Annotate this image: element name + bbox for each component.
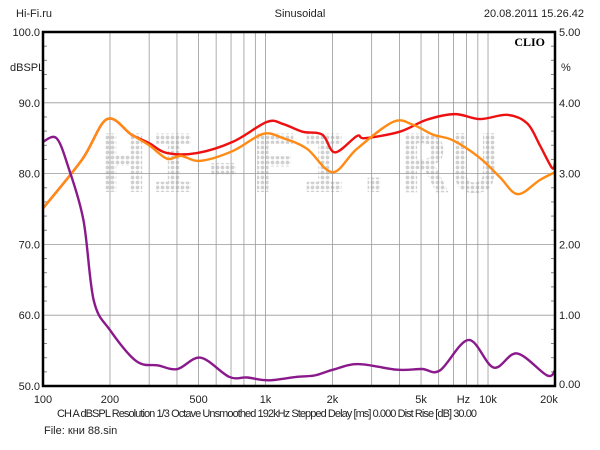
curves — [42, 112, 557, 382]
plot-frame — [41, 30, 557, 388]
clio-logo: CLIO — [514, 35, 545, 49]
x-axis-unit-label: Hz — [457, 394, 470, 406]
x-tick-label: 2k — [327, 394, 339, 406]
x-tick-label: 500 — [189, 394, 207, 406]
y-tick-label: 70.0 — [19, 239, 40, 251]
header-mode: Sinusoidal — [275, 8, 326, 20]
y-tick-label: 80.0 — [19, 169, 40, 181]
header-site: Hi-Fi.ru — [16, 8, 52, 20]
series-line-1 — [42, 112, 557, 210]
series-line-2 — [42, 117, 556, 210]
y-axis-label: dBSPL — [10, 62, 44, 74]
y-tick-label: 100.0 — [12, 27, 40, 39]
x-tick-label: 5k — [415, 394, 427, 406]
series-line-3 — [42, 135, 556, 382]
x-tick-label: 100 — [34, 394, 52, 406]
footer-info: CH A dBSPL Resolution 1/3 Octave Unsmoot… — [57, 408, 477, 420]
header-timestamp: 20.08.2011 15.26.42 — [484, 8, 584, 20]
x-tick-label: 10k — [479, 394, 497, 406]
grid — [43, 32, 555, 386]
y2-tick-label: 5.00 — [559, 27, 580, 39]
y2-tick-label: 0.00 — [559, 379, 580, 391]
x-tick-label: 20k — [540, 394, 558, 406]
y2-tick-label: 1.00 — [559, 310, 580, 322]
y-tick-label: 90.0 — [19, 98, 40, 110]
footer-file: File: кни 88.sin — [44, 425, 117, 437]
x-tick-label: 1k — [260, 394, 272, 406]
y2-tick-label: 2.00 — [559, 239, 580, 251]
y-tick-label: 60.0 — [19, 310, 40, 322]
y2-tick-label: 4.00 — [559, 98, 580, 110]
x-tick-label: 200 — [101, 394, 119, 406]
y-tick-label: 50.0 — [19, 381, 40, 393]
y2-tick-label: 3.00 — [559, 169, 580, 181]
axes: 100.0 90.0 80.0 70.0 60.0 50.0 5.00 4.00 3.00 2.0… — [12, 27, 580, 406]
y2-axis-label: % — [561, 62, 571, 74]
